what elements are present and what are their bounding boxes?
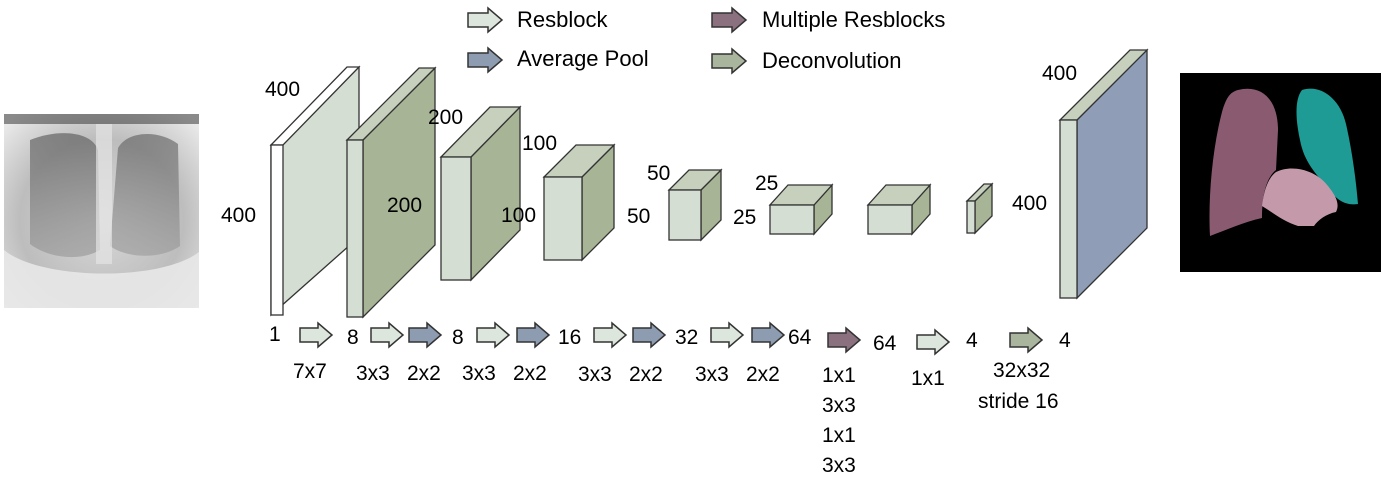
block-4-depth-label: 100	[522, 132, 557, 155]
output-depth-label: 400	[1042, 62, 1077, 85]
resblock-arrow-icon	[370, 321, 405, 349]
legend: Resblock Average Pool Multiple Resblocks…	[467, 6, 945, 75]
channel-label: 64	[788, 326, 812, 349]
block-5-height-label: 50	[627, 205, 650, 228]
kernel-label: 1x1	[822, 424, 856, 447]
channel-label: 8	[347, 326, 359, 349]
kernel-label: 3x3	[578, 363, 612, 386]
channel-label: 16	[558, 326, 581, 349]
legend-resblock-label: Resblock	[517, 7, 608, 32]
channel-label: 64	[873, 332, 897, 355]
feature-block-1	[269, 65, 361, 317]
legend-resblock: Resblock	[467, 6, 608, 34]
legend-deconvolution-label: Deconvolution	[762, 48, 901, 73]
average-pool-arrow-icon	[516, 321, 551, 349]
kernel-label: 3x3	[822, 394, 856, 417]
channel-label: 4	[1059, 329, 1071, 352]
kernel-label: 1x1	[822, 364, 856, 387]
output-segmentation-image	[1180, 73, 1381, 272]
block-6-height-label: 25	[733, 206, 756, 229]
multiple-resblocks-arrow-icon	[827, 326, 862, 354]
kernel-label: 2x2	[513, 362, 547, 385]
kernel-label: 1x1	[911, 367, 945, 390]
dimension-labels: 400 400 200 200 100 100 50 50 25 25 400 …	[221, 62, 1077, 229]
kernel-label: 2x2	[746, 363, 780, 386]
average-pool-arrow-icon	[632, 321, 667, 349]
resblock-arrow-icon	[467, 6, 504, 34]
kernel-label: 32x32	[993, 359, 1050, 382]
feature-block-2	[345, 66, 437, 319]
channel-label: 1	[269, 323, 281, 346]
channel-label: 4	[966, 329, 978, 352]
feature-block-4	[542, 143, 616, 262]
resblock-arrow-icon	[593, 321, 628, 349]
multiple-resblocks-arrow-icon	[711, 6, 748, 34]
legend-deconvolution: Deconvolution	[711, 47, 901, 75]
kernel-label: 2x2	[407, 362, 441, 385]
average-pool-arrow-icon	[751, 321, 786, 349]
kernel-label: 3x3	[356, 362, 390, 385]
legend-multiple-resblocks: Multiple Resblocks	[711, 6, 945, 34]
feature-block-3	[439, 105, 522, 282]
kernel-label: 7x7	[293, 360, 327, 383]
block-1-height-label: 400	[221, 204, 256, 227]
input-xray-image	[4, 114, 199, 308]
output-block	[1058, 48, 1149, 300]
feature-block-5	[667, 168, 723, 242]
feature-block-8	[965, 182, 994, 235]
legend-average-pool: Average Pool	[467, 46, 649, 74]
block-3-size-label: 200	[428, 106, 463, 129]
block-4-height-label: 100	[501, 204, 536, 227]
average-pool-arrow-icon	[467, 46, 504, 74]
kernel-label: 2x2	[629, 363, 663, 386]
average-pool-arrow-icon	[408, 321, 443, 349]
deconvolution-arrow-icon	[711, 47, 748, 75]
block-2-size-label: 200	[387, 194, 422, 217]
output-height-label: 400	[1012, 192, 1047, 215]
resblock-arrow-icon	[916, 328, 951, 356]
block-1-depth-label: 400	[265, 78, 300, 101]
kernel-label: 3x3	[695, 363, 729, 386]
block-6-depth-label: 25	[755, 172, 778, 195]
resblock-arrow-icon	[299, 321, 334, 349]
feature-block-6	[768, 183, 834, 236]
legend-average-pool-label: Average Pool	[517, 46, 649, 71]
block-5-depth-label: 50	[647, 162, 670, 185]
feature-block-7	[866, 183, 932, 236]
channel-label: 32	[675, 326, 698, 349]
legend-multiple-resblocks-label: Multiple Resblocks	[762, 7, 945, 32]
resblock-arrow-icon	[710, 321, 745, 349]
resblock-arrow-icon	[476, 321, 511, 349]
deconvolution-arrow-icon	[1009, 326, 1044, 354]
left-lung-region	[1209, 88, 1278, 236]
kernel-labels: 7x7 3x3 2x2 3x3 2x2 3x3 2x2 3x3 2x2 1x1 …	[293, 359, 1059, 477]
operation-arrows	[299, 321, 1044, 356]
channel-labels: 1 8 8 16 32 64 64 4 4	[269, 323, 1071, 355]
kernel-label: 3x3	[462, 362, 496, 385]
kernel-label: 3x3	[822, 454, 856, 477]
right-lung-region	[1296, 88, 1358, 205]
kernel-label: stride 16	[978, 390, 1059, 413]
channel-label: 8	[452, 326, 464, 349]
heart-region	[1262, 168, 1338, 226]
